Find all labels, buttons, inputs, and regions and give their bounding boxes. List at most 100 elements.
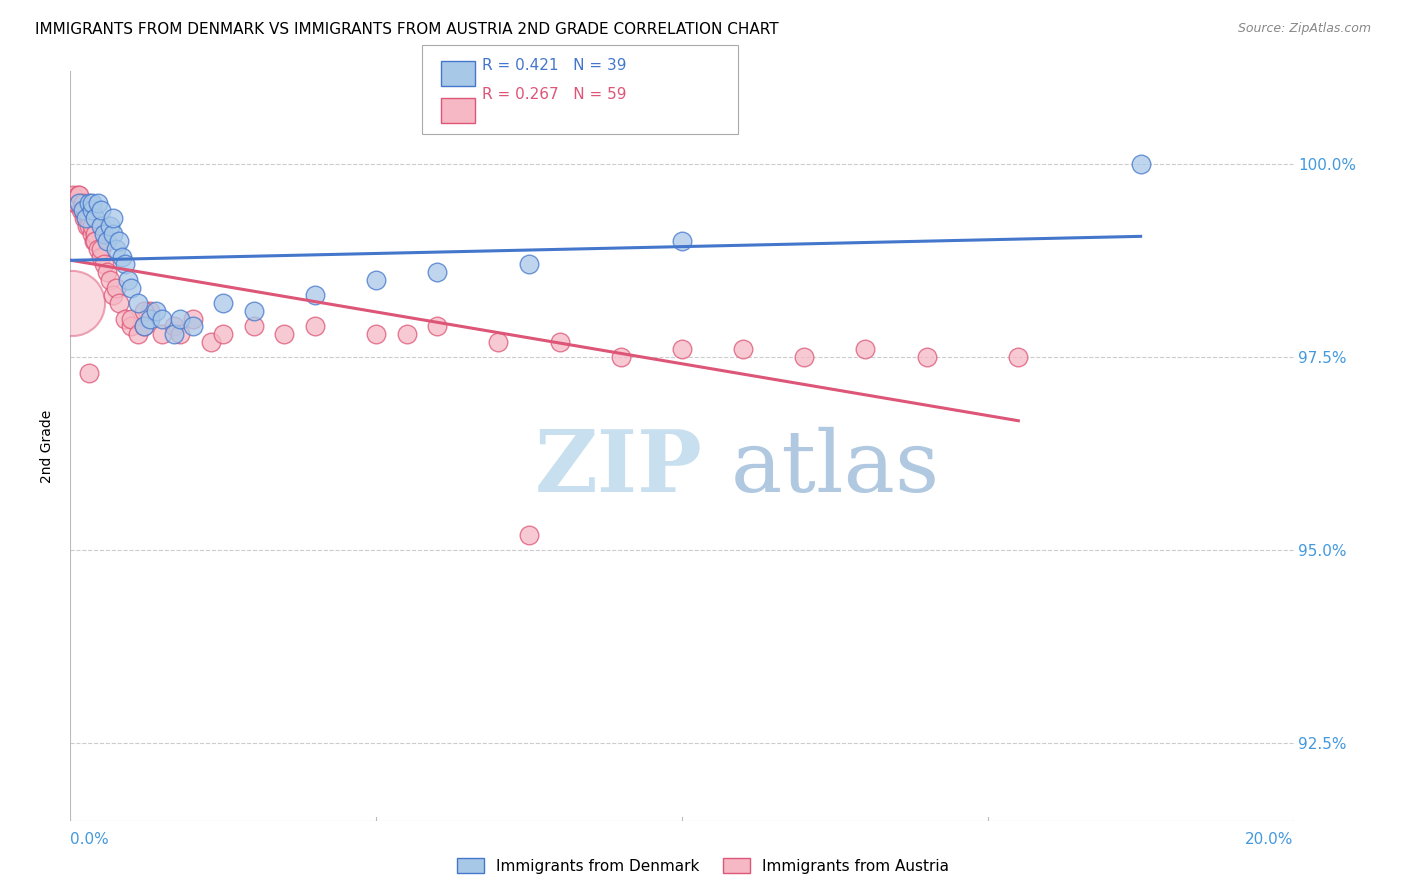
Point [731, 343, 754, 357]
Text: atlas: atlas [731, 427, 941, 510]
Point [83, 211, 105, 226]
Point [243, 319, 266, 334]
Point [121, 311, 143, 326]
Point [145, 303, 167, 318]
Point [73, 211, 96, 226]
Point [127, 296, 149, 310]
Point [80, 203, 103, 218]
Point [69, 195, 91, 210]
Point [127, 326, 149, 341]
Point [121, 319, 143, 334]
Point [63, 195, 86, 210]
Point [80, 227, 103, 241]
Point [83, 235, 105, 249]
Text: 0.0%: 0.0% [70, 832, 110, 847]
Point [90, 242, 112, 256]
Point [855, 343, 877, 357]
Point [69, 188, 91, 202]
Point [304, 288, 326, 302]
Point [98, 219, 121, 233]
Point [366, 273, 388, 287]
Point [96, 235, 118, 249]
Point [80, 219, 103, 233]
Point [517, 528, 540, 542]
Point [212, 296, 235, 310]
Point [114, 311, 136, 326]
Point [243, 303, 266, 318]
Point [69, 195, 91, 210]
Point [101, 288, 124, 302]
Point [65, 195, 87, 210]
Text: IMMIGRANTS FROM DENMARK VS IMMIGRANTS FROM AUSTRIA 2ND GRADE CORRELATION CHART: IMMIGRANTS FROM DENMARK VS IMMIGRANTS FR… [35, 22, 779, 37]
Point [108, 235, 131, 249]
Point [395, 326, 418, 341]
Point [101, 227, 124, 241]
Point [200, 334, 222, 349]
Point [90, 219, 112, 233]
Point [93, 227, 115, 241]
Point [610, 350, 633, 364]
Point [114, 257, 136, 271]
Point [132, 319, 155, 334]
Point [105, 242, 128, 256]
Point [1007, 350, 1029, 364]
Point [139, 311, 162, 326]
Point [93, 257, 115, 271]
Point [181, 311, 204, 326]
Point [90, 203, 112, 218]
Point [87, 195, 110, 210]
Point [75, 211, 97, 226]
Point [139, 303, 162, 318]
Point [96, 265, 118, 279]
Point [77, 366, 100, 380]
Point [72, 203, 94, 218]
Point [121, 280, 143, 294]
Point [98, 273, 121, 287]
Point [671, 235, 693, 249]
Point [70, 203, 93, 218]
Point [169, 311, 191, 326]
Point [169, 326, 191, 341]
Point [117, 273, 139, 287]
Text: ZIP: ZIP [536, 426, 703, 510]
Point [671, 343, 693, 357]
Point [132, 303, 155, 318]
Text: R = 0.421   N = 39: R = 0.421 N = 39 [482, 58, 627, 73]
Point [77, 195, 100, 210]
Point [488, 334, 510, 349]
Point [62, 188, 84, 202]
Point [76, 219, 98, 233]
Point [111, 250, 134, 264]
Legend: Immigrants from Denmark, Immigrants from Austria: Immigrants from Denmark, Immigrants from… [450, 852, 956, 880]
Point [150, 311, 173, 326]
Point [83, 227, 105, 241]
Point [83, 235, 105, 249]
Point [75, 211, 97, 226]
Point [77, 219, 100, 233]
Point [163, 326, 186, 341]
Point [163, 319, 186, 334]
Point [87, 242, 110, 256]
Point [366, 326, 388, 341]
Point [101, 211, 124, 226]
Point [212, 326, 235, 341]
Point [60, 296, 83, 310]
Point [273, 326, 295, 341]
Point [72, 195, 94, 210]
Point [132, 319, 155, 334]
Point [72, 203, 94, 218]
Point [80, 195, 103, 210]
Point [426, 265, 449, 279]
Point [108, 296, 131, 310]
Y-axis label: 2nd Grade: 2nd Grade [41, 409, 55, 483]
Text: Source: ZipAtlas.com: Source: ZipAtlas.com [1237, 22, 1371, 36]
Text: R = 0.267   N = 59: R = 0.267 N = 59 [482, 87, 627, 102]
Point [1129, 157, 1152, 171]
Point [548, 334, 571, 349]
Point [150, 326, 173, 341]
Point [66, 188, 89, 202]
Point [426, 319, 449, 334]
Point [181, 319, 204, 334]
Point [793, 350, 815, 364]
Point [75, 203, 97, 218]
